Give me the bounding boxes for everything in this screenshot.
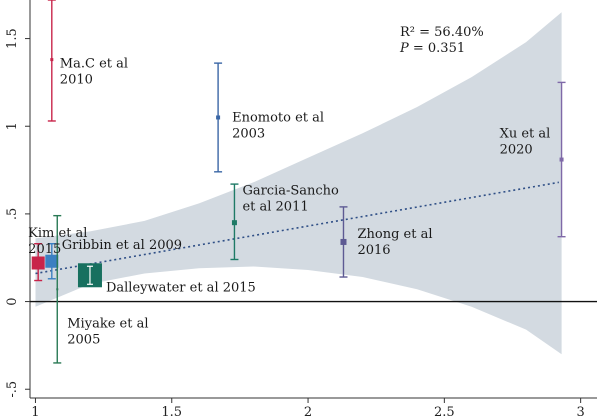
study-label-line: 2016 [357, 243, 390, 258]
r-squared-label: R² = 56.40% [400, 25, 484, 40]
axes-layer: -.5 0 .5 1 1.5 1 1.5 2 2.5 3 [5, 0, 597, 418]
study-label-line: 2015 [28, 242, 61, 257]
study-label-line: Zhong et al [357, 227, 432, 242]
study-point [47, 0, 56, 122]
study-label-line: Dalleywater et al 2015 [106, 280, 256, 295]
regression-line [35, 181, 559, 275]
study-point [45, 243, 59, 280]
study-point [339, 206, 348, 278]
study-label: Dalleywater et al 2015 [106, 280, 256, 295]
study-marker [231, 220, 237, 226]
study-point [31, 243, 45, 282]
study-label-line: Enomoto et al [232, 110, 324, 125]
study-marker [56, 288, 59, 291]
study-points-layer [31, 0, 566, 364]
study-marker [50, 58, 54, 62]
study-label-line: Gribbin et al 2009 [62, 238, 182, 253]
study-label: Gribbin et al 2009 [62, 238, 182, 253]
p-value: = 0.351 [409, 41, 465, 56]
study-point [557, 81, 566, 238]
study-label-line: et al 2011 [242, 200, 308, 215]
x-tick-label: 1 [31, 405, 39, 418]
y-tick-label: 1.5 [5, 28, 20, 49]
study-marker [31, 256, 45, 270]
study-label: Enomoto et al 2003 [232, 110, 324, 141]
p-value-label: P = 0.351 [399, 41, 465, 56]
study-point [77, 263, 102, 288]
study-label: Miyake et al 2005 [67, 316, 148, 347]
study-marker [559, 157, 564, 162]
study-point [214, 62, 223, 173]
study-label: Garcia-Sancho et al 2011 [242, 184, 339, 215]
study-label-line: Garcia-Sancho [242, 184, 339, 199]
study-label: Xu et al 2020 [500, 127, 551, 158]
p-symbol: P [399, 41, 409, 56]
x-tick-label: 2 [304, 405, 312, 418]
study-label: Ma.C et al 2010 [60, 57, 128, 88]
fit-statistics-annotation: R² = 56.40% P = 0.351 [399, 25, 484, 56]
confidence-band-layer [35, 12, 562, 355]
study-marker [216, 115, 221, 120]
study-label-line: 2010 [60, 73, 93, 88]
study-marker [340, 238, 347, 245]
study-label-line: Miyake et al [67, 316, 148, 331]
y-tick-label: 0 [5, 297, 20, 305]
x-tick-label: 3 [577, 405, 585, 418]
study-label-line: Xu et al [500, 127, 551, 142]
regression-line-layer [35, 181, 559, 275]
study-label-line: 2003 [232, 126, 265, 141]
study-label: Zhong et al 2016 [357, 227, 432, 258]
x-tick-label: 2.5 [434, 405, 455, 418]
study-point [53, 214, 62, 364]
study-point [230, 183, 239, 261]
study-label-line: Ma.C et al [60, 57, 128, 72]
study-marker [45, 254, 59, 268]
y-tick-label: 1 [5, 122, 20, 130]
study-label-line: Kim et al [28, 226, 87, 241]
x-tick-label: 1.5 [161, 405, 182, 418]
study-label-line: 2005 [67, 332, 100, 347]
confidence-band [35, 12, 562, 355]
study-label-line: 2020 [500, 143, 533, 158]
y-tick-label: .5 [5, 208, 20, 220]
y-tick-label: -.5 [5, 381, 20, 398]
study-label: Kim et al 2015 [28, 226, 87, 257]
